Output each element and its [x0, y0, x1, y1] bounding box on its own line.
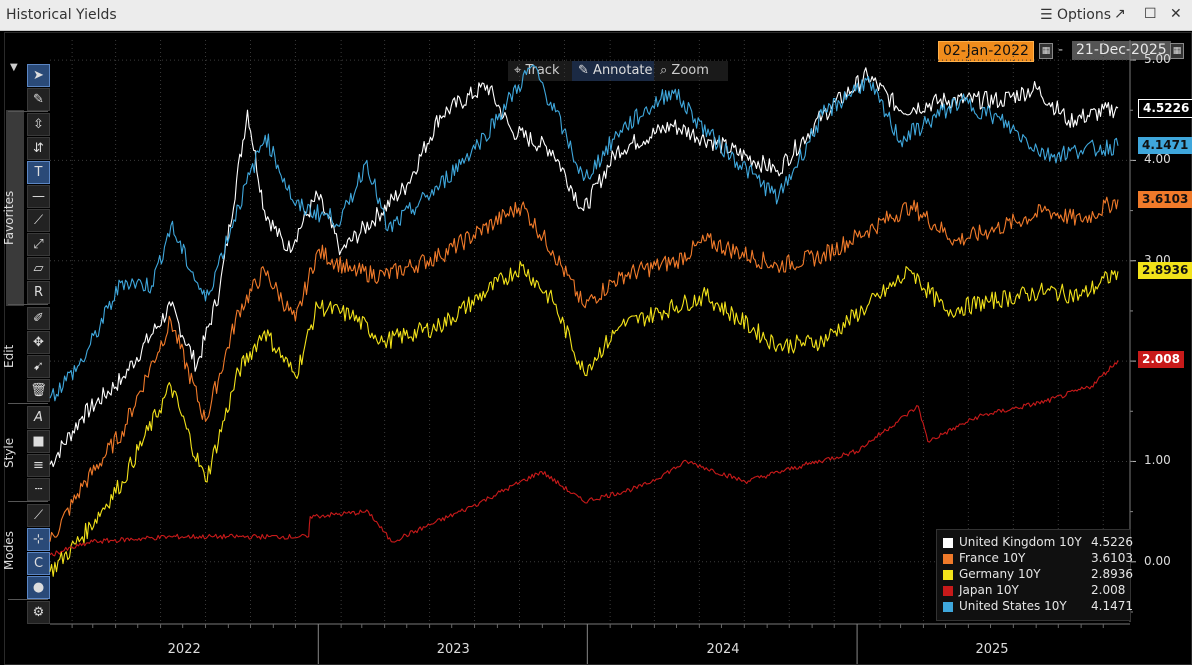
legend-swatch — [943, 602, 953, 612]
select-edit-button[interactable]: ➹ — [27, 355, 50, 378]
calendar-icon[interactable]: ▦ — [1039, 43, 1053, 59]
channel-tool-button[interactable]: ▱ — [27, 257, 50, 280]
favorites-strip — [6, 110, 24, 306]
line-style-button[interactable]: ┄ — [27, 478, 50, 501]
chart-legend[interactable]: United Kingdom 10Y 4.5226 France 10Y 3.6103… — [936, 529, 1133, 621]
snap-mode-button[interactable]: ⟋ — [27, 504, 50, 527]
end-date-input[interactable]: 21-Dec-2025 — [1072, 41, 1171, 60]
calendar-icon[interactable]: ▦ — [1170, 43, 1184, 59]
ray-line-button[interactable]: ⤢ — [27, 233, 50, 256]
trend-line-button[interactable]: ⟋ — [27, 209, 50, 232]
magnet-mode-button[interactable]: ⊹ — [27, 528, 50, 551]
settings-gear-icon[interactable]: ⚙ — [27, 601, 50, 624]
y-tick-label: 4.00 — [1144, 152, 1171, 167]
collapse-toolbar-icon[interactable]: ▼ — [10, 62, 18, 73]
x-tick-label: 2023 — [436, 642, 470, 657]
legend-series-name: France 10Y — [959, 551, 1026, 565]
hamburger-icon: ☰ — [1040, 7, 1053, 23]
y-tick-label: 0.00 — [1144, 553, 1171, 568]
percent-measure-button[interactable]: ⇳ — [27, 113, 50, 136]
popout-icon[interactable]: ↗ — [1114, 6, 1126, 22]
last-value-tag: 3.6103 — [1138, 190, 1192, 208]
legend-series-value: 2.008 — [1091, 583, 1126, 597]
series-line-japan-10y — [49, 360, 1119, 557]
annotate-mode-button[interactable]: ✎ Annotate — [572, 61, 662, 81]
last-value-tag: 2.008 — [1138, 351, 1184, 369]
edit-pen-button[interactable]: ✐ — [27, 307, 50, 330]
window-titlebar: Historical Yields ☰ Options ↗ ☐ ✕ — [0, 0, 1192, 31]
maximize-icon[interactable]: ☐ — [1144, 6, 1157, 22]
delete-trash-button[interactable]: 🗑 — [27, 379, 50, 402]
legend-swatch — [943, 586, 953, 596]
series-line-united-kingdom-10y — [49, 67, 1119, 468]
magnifier-icon: ⌕ — [660, 63, 668, 78]
move-tool-button[interactable]: ✥ — [27, 331, 50, 354]
legend-swatch — [943, 538, 953, 548]
legend-series-value: 2.8936 — [1091, 567, 1133, 581]
legend-series-value: 4.5226 — [1091, 535, 1133, 549]
last-value-tag: 4.1471 — [1138, 136, 1192, 154]
options-button[interactable]: ☰ Options — [1040, 7, 1112, 23]
y-tick-label: 5.00 — [1144, 52, 1171, 67]
x-tick-label: 2024 — [706, 642, 740, 657]
start-date-input[interactable]: 02-Jan-2022 — [938, 41, 1034, 62]
legend-swatch — [943, 570, 953, 580]
curve-mode-button[interactable]: C — [27, 552, 50, 575]
text-tool-button[interactable]: T — [27, 161, 50, 184]
legend-series-name: Germany 10Y — [959, 567, 1041, 581]
x-tick-label: 2022 — [167, 642, 201, 657]
date-separator: - — [1058, 42, 1064, 58]
last-value-tag: 2.8936 — [1138, 262, 1192, 280]
price-measure-button[interactable]: ⇵ — [27, 137, 50, 160]
line-width-button[interactable]: ≡ — [27, 454, 50, 477]
legend-swatch — [943, 554, 953, 564]
series-line-france-10y — [49, 196, 1119, 542]
track-mode-button[interactable]: ⌖ Track — [508, 61, 580, 81]
close-icon[interactable]: ✕ — [1170, 6, 1182, 22]
x-axis — [50, 623, 1130, 664]
color-mode-button[interactable]: ● — [27, 576, 50, 599]
select-pointer-button[interactable]: ➤ — [27, 64, 50, 87]
zoom-mode-button[interactable]: ⌕ Zoom — [654, 61, 728, 81]
last-value-tag: 4.5226 — [1138, 98, 1192, 118]
legend-series-value: 3.6103 — [1091, 551, 1133, 565]
legend-series-name: United Kingdom 10Y — [959, 535, 1082, 549]
legend-series-name: Japan 10Y — [959, 583, 1019, 597]
legend-series-value: 4.1471 — [1091, 599, 1133, 613]
series-line-united-states-10y — [49, 64, 1119, 402]
draw-pen-button[interactable]: ✎ — [27, 88, 50, 111]
chart-series — [49, 64, 1119, 577]
fill-color-button[interactable]: ■ — [27, 430, 50, 453]
window-title: Historical Yields — [6, 7, 117, 23]
crosshair-icon: ⌖ — [514, 63, 522, 78]
pencil-icon: ✎ — [578, 63, 589, 78]
font-style-button[interactable]: A — [27, 406, 50, 429]
x-tick-label: 2025 — [975, 642, 1009, 657]
y-tick-label: 1.00 — [1144, 453, 1171, 468]
legend-series-name: United States 10Y — [959, 599, 1067, 613]
regression-tool-button[interactable]: R — [27, 281, 50, 304]
horizontal-line-button[interactable]: — — [27, 185, 50, 208]
series-line-germany-10y — [49, 260, 1119, 577]
